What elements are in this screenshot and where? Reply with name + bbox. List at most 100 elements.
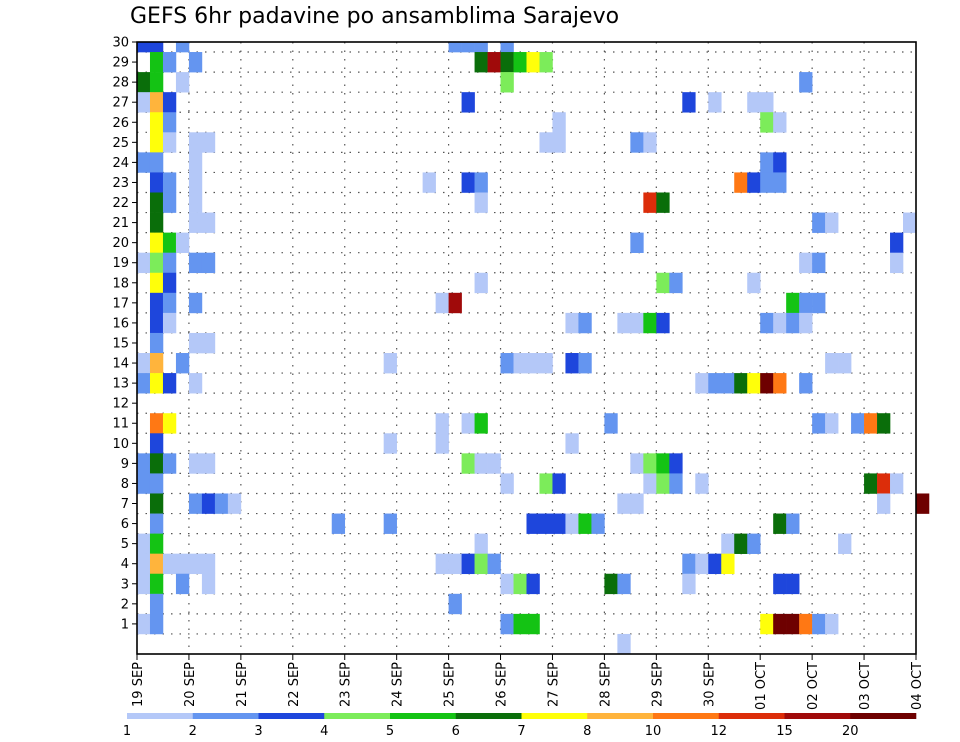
heatmap-cell <box>747 272 761 294</box>
heatmap-cell <box>552 112 566 133</box>
heatmap-cell <box>461 553 475 575</box>
heatmap-cell <box>643 132 657 153</box>
heatmap-cell <box>786 292 800 314</box>
heatmap-cell <box>383 433 397 454</box>
heatmap-cell <box>487 553 501 575</box>
heatmap-cell <box>149 433 164 454</box>
legend-swatch <box>850 713 917 719</box>
heatmap-cell <box>162 52 177 73</box>
x-tick-label: 19 SEP <box>131 662 146 707</box>
heatmap-cell <box>773 373 787 394</box>
heatmap-cell <box>643 312 657 334</box>
heatmap-cell <box>474 413 488 434</box>
heatmap-cell <box>721 533 735 554</box>
heatmap-cell <box>162 272 177 294</box>
legend-label: 7 <box>517 724 525 739</box>
heatmap-cell <box>838 533 852 554</box>
heatmap-cell <box>500 52 514 73</box>
heatmap-cell <box>539 473 553 494</box>
heatmap-cell <box>149 453 164 474</box>
heatmap-cell <box>137 252 151 274</box>
heatmap-cell <box>799 613 813 635</box>
heatmap-cell <box>773 513 787 534</box>
heatmap-cell <box>747 172 761 193</box>
plot-frame <box>136 41 917 655</box>
heatmap-cell <box>474 453 488 474</box>
heatmap-cell <box>513 573 527 595</box>
legend-label: 8 <box>583 724 591 739</box>
heatmap-cell <box>825 613 839 635</box>
heatmap-cell <box>188 493 203 514</box>
x-tick-label: 29 SEP <box>650 662 665 707</box>
heatmap-cell <box>630 453 644 474</box>
heatmap-cell <box>695 473 709 494</box>
heatmap-cell <box>435 413 449 434</box>
x-tick-label: 02 OCT <box>806 662 821 710</box>
legend-label: 15 <box>776 724 793 739</box>
y-tick-label: 17 <box>112 296 129 311</box>
legend-swatch <box>587 713 654 719</box>
heatmap-cell <box>422 172 436 193</box>
heatmap-cell <box>825 413 839 434</box>
y-tick-label: 15 <box>112 336 129 351</box>
y-tick-label: 25 <box>112 136 129 151</box>
y-tick-label: 26 <box>112 116 129 131</box>
heatmap-cell <box>630 493 644 514</box>
legend-label: 12 <box>710 724 727 739</box>
heatmap-cell <box>137 92 151 113</box>
heatmap-cell <box>461 413 475 434</box>
y-tick-label: 27 <box>112 96 129 111</box>
heatmap-cell <box>162 232 177 253</box>
x-tick-label: 03 OCT <box>858 662 873 710</box>
heatmap-cell <box>162 453 177 474</box>
heatmap-cell <box>137 353 151 374</box>
heatmap-cell <box>565 353 579 374</box>
heatmap-cell <box>137 553 151 575</box>
heatmap-cell <box>877 473 891 494</box>
legend-swatch <box>324 713 391 719</box>
heatmap-cell <box>149 132 164 153</box>
heatmap-cell <box>851 413 865 434</box>
heatmap-cell <box>474 52 488 73</box>
heatmap-cell <box>331 513 346 534</box>
heatmap-cell <box>734 533 748 554</box>
heatmap-cell <box>188 192 203 213</box>
heatmap-cell <box>747 373 761 394</box>
heatmap-cell <box>474 272 488 294</box>
heatmap-cell <box>786 312 800 334</box>
heatmap-cell <box>630 312 644 334</box>
chart-title: GEFS 6hr padavine po ansamblima Sarajevo <box>130 4 620 29</box>
heatmap-cell <box>578 353 592 374</box>
heatmap-cell <box>825 353 839 374</box>
heatmap-cell <box>760 373 774 394</box>
legend-swatch <box>455 713 522 719</box>
heatmap-cell <box>137 533 151 554</box>
y-tick-label: 9 <box>121 457 129 472</box>
y-tick-label: 3 <box>121 577 129 592</box>
heatmap-cell <box>513 613 527 635</box>
legend-label: 3 <box>254 724 262 739</box>
heatmap-cell <box>747 92 761 113</box>
heatmap-cell <box>773 112 787 133</box>
heatmap-cell <box>812 413 826 434</box>
heatmap-cell <box>500 353 514 374</box>
grid-lines <box>137 42 916 654</box>
heatmap-cell <box>162 112 177 133</box>
heatmap-cell <box>825 212 839 233</box>
heatmap-cell <box>500 42 514 53</box>
y-tick-label: 21 <box>112 216 129 231</box>
heatmap-cell <box>383 353 397 374</box>
heatmap-cell <box>162 312 177 334</box>
heatmap-cell <box>773 573 787 595</box>
heatmap-cell <box>149 112 164 133</box>
heatmap-cell <box>149 312 164 334</box>
heatmap-cell <box>877 413 891 434</box>
y-axis: 1234567891011121314151617181920212223242… <box>112 36 137 632</box>
heatmap-cell <box>149 473 164 494</box>
heatmap-cell <box>786 573 800 595</box>
heatmap-cell <box>903 212 917 233</box>
heatmap-cell <box>669 473 683 494</box>
heatmap-cell <box>461 172 475 193</box>
heatmap-cell <box>175 72 190 93</box>
heatmap-cell <box>643 453 657 474</box>
